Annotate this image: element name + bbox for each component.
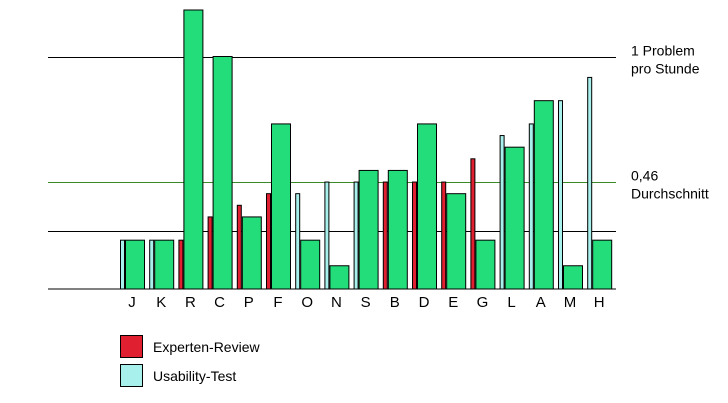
bar-usability-test-A — [528, 123, 534, 290]
bar-total-C — [212, 56, 233, 290]
bar-usability-test-L — [499, 135, 505, 290]
bar-total-M — [563, 265, 583, 290]
x-tick-C: C — [214, 294, 225, 311]
x-tick-P: P — [244, 294, 254, 311]
bar-usability-test-J — [120, 239, 125, 290]
reference-label-1-0: 0,46 — [631, 168, 658, 184]
x-tick-K: K — [156, 294, 166, 311]
x-tick-J: J — [128, 294, 136, 311]
reference-label-0-0: 1 Problem — [631, 43, 695, 59]
bar-experten-review-P — [236, 204, 242, 290]
bar-total-K — [154, 239, 175, 290]
x-tick-A: A — [536, 294, 546, 311]
x-tick-N: N — [331, 294, 342, 311]
legend-swatch-0 — [120, 335, 143, 358]
bar-total-H — [592, 239, 613, 290]
bar-experten-review-F — [266, 193, 271, 290]
x-tick-R: R — [185, 294, 196, 311]
reference-line-labels: 1 Problem pro Stunde 0,46 Durchschnitt — [631, 43, 709, 202]
bar-total-G — [475, 239, 496, 290]
bar-usability-test-N — [324, 181, 330, 290]
bar-total-B — [387, 169, 408, 290]
x-tick-O: O — [301, 294, 313, 311]
bar-experten-review-B — [382, 181, 388, 290]
bar-total-O — [300, 239, 321, 290]
bar-total-J — [125, 239, 145, 290]
bar-total-S — [358, 169, 379, 290]
legend-label-0: Experten-Review — [153, 339, 260, 355]
x-tick-L: L — [507, 294, 515, 311]
x-tick-M: M — [564, 294, 577, 311]
x-tick-G: G — [477, 294, 489, 311]
x-tick-F: F — [273, 294, 282, 311]
legend-swatch-1 — [120, 364, 143, 387]
legend: Experten-Review Usability-Test — [120, 335, 260, 387]
x-tick-H: H — [594, 294, 605, 311]
reference-label-0-1: pro Stunde — [631, 61, 700, 77]
bar-total-N — [329, 265, 350, 290]
bar-total-P — [241, 216, 262, 290]
bar-usability-test-O — [295, 193, 301, 290]
bar-experten-review-G — [470, 158, 476, 290]
x-tick-E: E — [448, 294, 458, 311]
bar-usability-test-S — [353, 181, 359, 290]
bar-experten-review-C — [207, 216, 213, 290]
bar-total-D — [417, 123, 437, 290]
bar-experten-review-E — [441, 181, 447, 290]
bar-total-R — [183, 9, 204, 290]
bar-total-L — [504, 146, 525, 290]
x-tick-D: D — [419, 294, 430, 311]
bars — [120, 9, 613, 290]
bar-usability-test-M — [558, 100, 563, 290]
bar-total-E — [446, 193, 467, 290]
bar-usability-test-K — [149, 239, 155, 290]
bar-experten-review-R — [178, 239, 184, 290]
bar-experten-review-D — [412, 181, 417, 290]
x-tick-S: S — [361, 294, 371, 311]
x-tick-B: B — [390, 294, 400, 311]
bar-total-A — [533, 100, 554, 290]
reference-label-1-1: Durchschnitt — [631, 186, 709, 202]
bar-total-F — [271, 123, 291, 290]
legend-label-1: Usability-Test — [153, 368, 236, 384]
bar-usability-test-H — [587, 76, 593, 290]
